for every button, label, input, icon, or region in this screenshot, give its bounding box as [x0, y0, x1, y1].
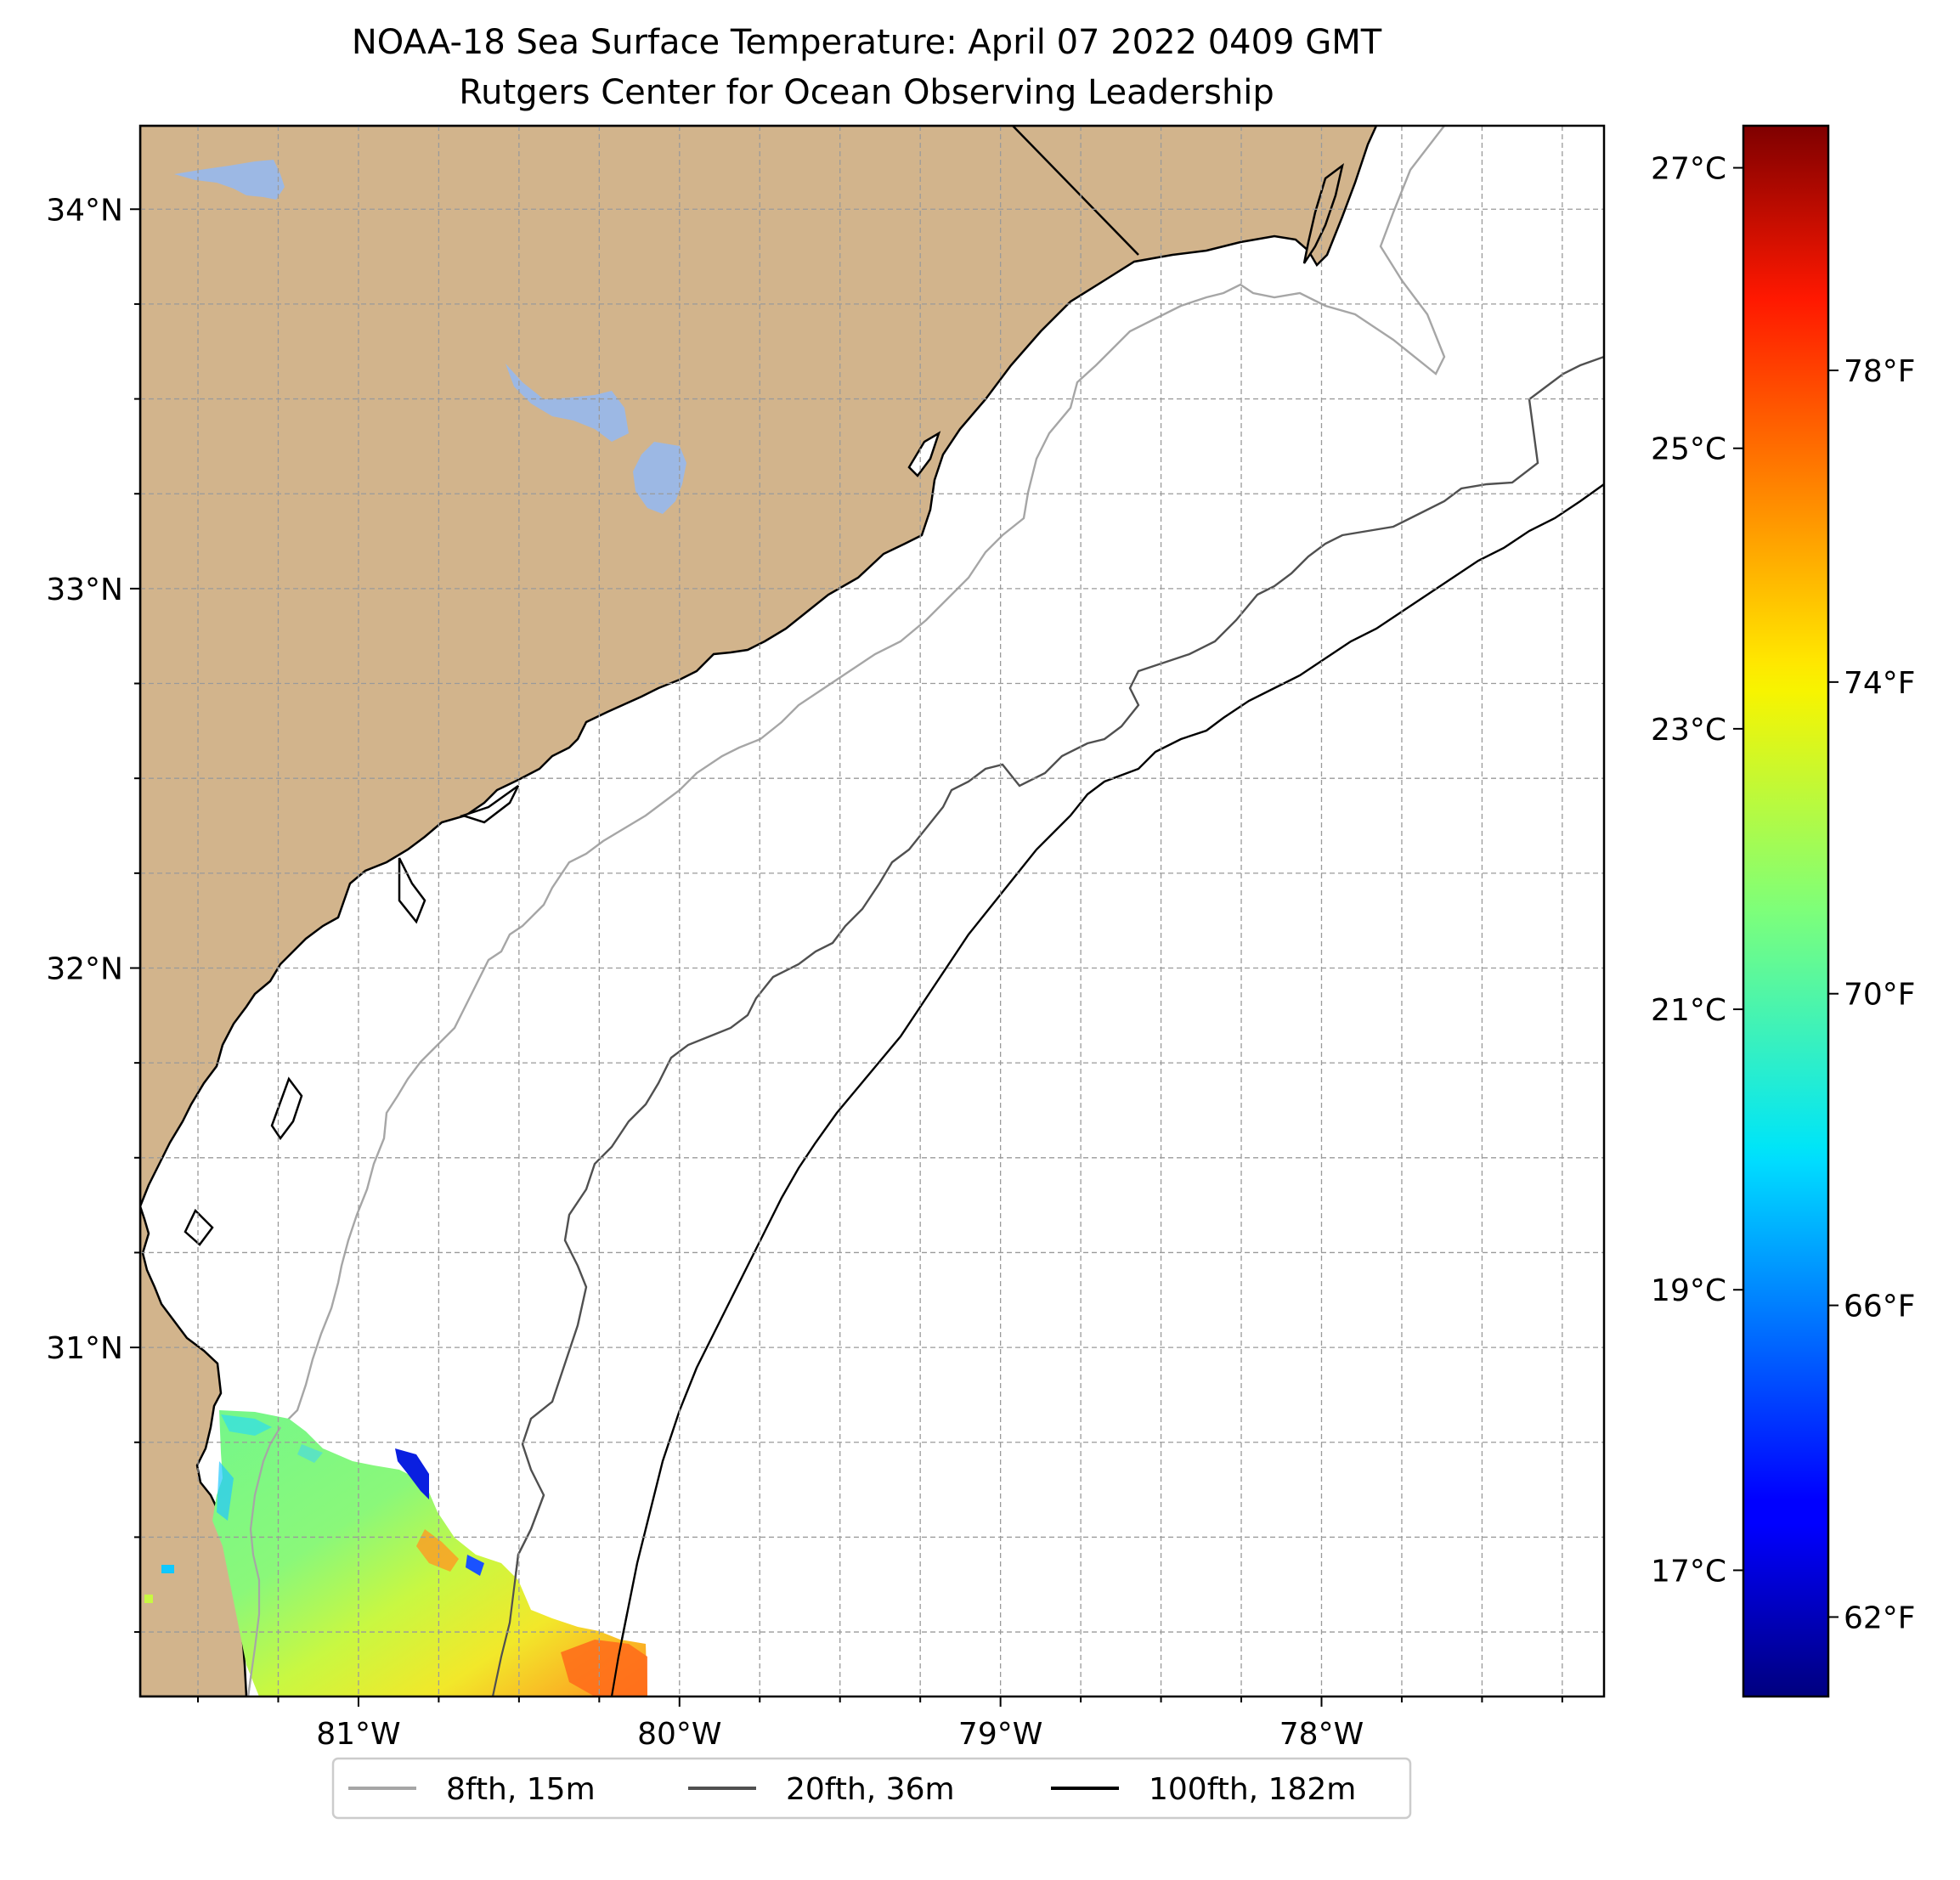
lat-tick-label: 32°N	[46, 951, 123, 986]
coastline-inlet-5	[184, 1208, 214, 1246]
lat-tick-label: 31°N	[46, 1331, 123, 1366]
lon-tick-label: 78°W	[1279, 1717, 1364, 1752]
lon-tick-label: 79°W	[958, 1717, 1042, 1752]
lake-marion	[506, 364, 629, 442]
colorbar-ticks: 27°C 25°C 23°C 21°C 19°C 17°C 78°F 74°F 70°F 66°F…	[1651, 152, 1915, 1636]
coastline-inlet-1	[907, 431, 941, 477]
map-axes: 81°W 80°W 79°W 78°W 34°N 33°N 32°N 31°N	[46, 193, 1563, 1752]
colorbar-celsius-label: 21°C	[1651, 993, 1726, 1028]
colorbar: 27°C 25°C 23°C 21°C 19°C 17°C 78°F 74°F 70°F 66°F…	[1651, 124, 1916, 1698]
coastline-inlet-2	[459, 784, 520, 824]
colorbar-fahrenheit-label: 78°F	[1844, 354, 1916, 389]
legend-label-100fth: 100fth, 182m	[1149, 1772, 1356, 1807]
legend-label-20fth: 20fth, 36m	[786, 1772, 955, 1807]
map-gridlines	[140, 126, 1604, 1697]
state-boundary-nc-sc	[1012, 126, 1139, 256]
chart-subtitle: Rutgers Center for Ocean Observing Leade…	[459, 73, 1274, 112]
colorbar-fahrenheit-label: 70°F	[1844, 978, 1916, 1013]
colorbar-celsius-label: 23°C	[1651, 713, 1726, 748]
map-panel	[140, 126, 1604, 1697]
lake-north	[174, 160, 285, 200]
land-mass	[140, 126, 1378, 1207]
coastline-islands	[1302, 162, 1344, 264]
lon-tick-label: 80°W	[637, 1717, 721, 1752]
legend: 8fth, 15m 20fth, 36m 100fth, 182m	[331, 1757, 1412, 1820]
coastline-inlet-4	[270, 1076, 303, 1141]
lat-tick-label: 33°N	[46, 573, 123, 607]
legend-label-8fth: 8fth, 15m	[446, 1772, 596, 1807]
map-frame	[138, 124, 1606, 1698]
chart-title: NOAA-18 Sea Surface Temperature: April 0…	[352, 23, 1382, 62]
colorbar-celsius-label: 19°C	[1651, 1273, 1726, 1308]
lon-tick-label: 81°W	[316, 1717, 400, 1752]
lake-moultrie	[633, 442, 686, 514]
coastline-inlet-3	[398, 857, 426, 924]
isobath-100fth	[610, 483, 1604, 1697]
legend-box	[331, 1757, 1412, 1820]
colorbar-celsius-label: 25°C	[1651, 432, 1726, 467]
colorbar-fahrenheit-label: 66°F	[1844, 1290, 1916, 1324]
colorbar-celsius-label: 17°C	[1651, 1554, 1726, 1589]
sst-data-patch	[144, 1410, 647, 1697]
colorbar-fahrenheit-label: 62°F	[1844, 1601, 1916, 1635]
lat-tick-label: 34°N	[46, 193, 123, 228]
isobath-20fth	[491, 355, 1604, 1697]
colorbar-gradient	[1742, 124, 1830, 1698]
colorbar-celsius-label: 27°C	[1651, 152, 1726, 187]
colorbar-fahrenheit-label: 74°F	[1844, 666, 1916, 701]
